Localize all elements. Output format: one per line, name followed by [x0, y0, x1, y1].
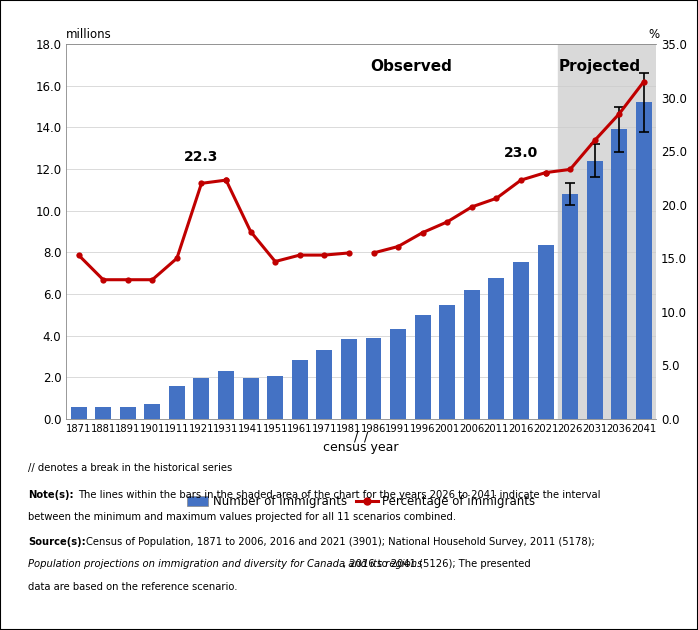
Bar	[562, 194, 578, 419]
Bar	[636, 103, 652, 419]
Bar	[587, 161, 602, 419]
Bar	[513, 262, 529, 419]
Bar	[70, 408, 87, 419]
Bar	[144, 404, 161, 419]
Text: , 2016 to 2041 (5126); The presented: , 2016 to 2041 (5126); The presented	[343, 559, 531, 570]
Bar	[463, 290, 480, 419]
Text: Note(s):: Note(s):	[28, 490, 73, 500]
Text: %: %	[648, 28, 660, 41]
Text: data are based on the reference scenario.: data are based on the reference scenario…	[28, 582, 237, 592]
Text: The lines within the bars in the shaded area of the chart for the years 2026 to : The lines within the bars in the shaded …	[78, 490, 601, 500]
Text: /: /	[364, 430, 368, 443]
Bar	[316, 350, 332, 419]
Text: // denotes a break in the historical series: // denotes a break in the historical ser…	[28, 463, 232, 473]
Bar	[95, 407, 111, 419]
Bar	[366, 338, 382, 419]
Bar	[218, 371, 234, 419]
Bar	[120, 407, 135, 419]
Bar	[341, 339, 357, 419]
Text: 22.3: 22.3	[184, 150, 218, 164]
Bar	[489, 278, 505, 419]
Bar	[415, 315, 431, 419]
Bar	[390, 329, 406, 419]
Bar	[243, 378, 259, 419]
Bar	[169, 386, 185, 419]
Bar	[439, 306, 455, 419]
Text: Source(s):: Source(s):	[28, 537, 86, 547]
Text: Projected: Projected	[559, 59, 641, 74]
Text: between the minimum and maximum values projected for all 11 scenarios combined.: between the minimum and maximum values p…	[28, 512, 456, 522]
Bar	[267, 376, 283, 419]
Text: Observed: Observed	[371, 59, 452, 74]
Bar	[558, 44, 656, 419]
Text: 23.0: 23.0	[504, 146, 538, 160]
Bar	[611, 130, 628, 419]
Bar	[193, 378, 209, 419]
X-axis label: census year: census year	[323, 441, 399, 454]
Text: millions: millions	[66, 28, 112, 41]
Text: /: /	[355, 430, 359, 443]
Text: Census of Population, 1871 to 2006, 2016 and 2021 (3901); National Household Sur: Census of Population, 1871 to 2006, 2016…	[86, 537, 595, 547]
Legend: Number of immigrants, Percentage of immigrants: Number of immigrants, Percentage of immi…	[182, 490, 540, 513]
Bar	[292, 360, 308, 419]
Bar	[537, 245, 554, 419]
Text: Population projections on immigration and diversity for Canada and its regions: Population projections on immigration an…	[28, 559, 422, 570]
